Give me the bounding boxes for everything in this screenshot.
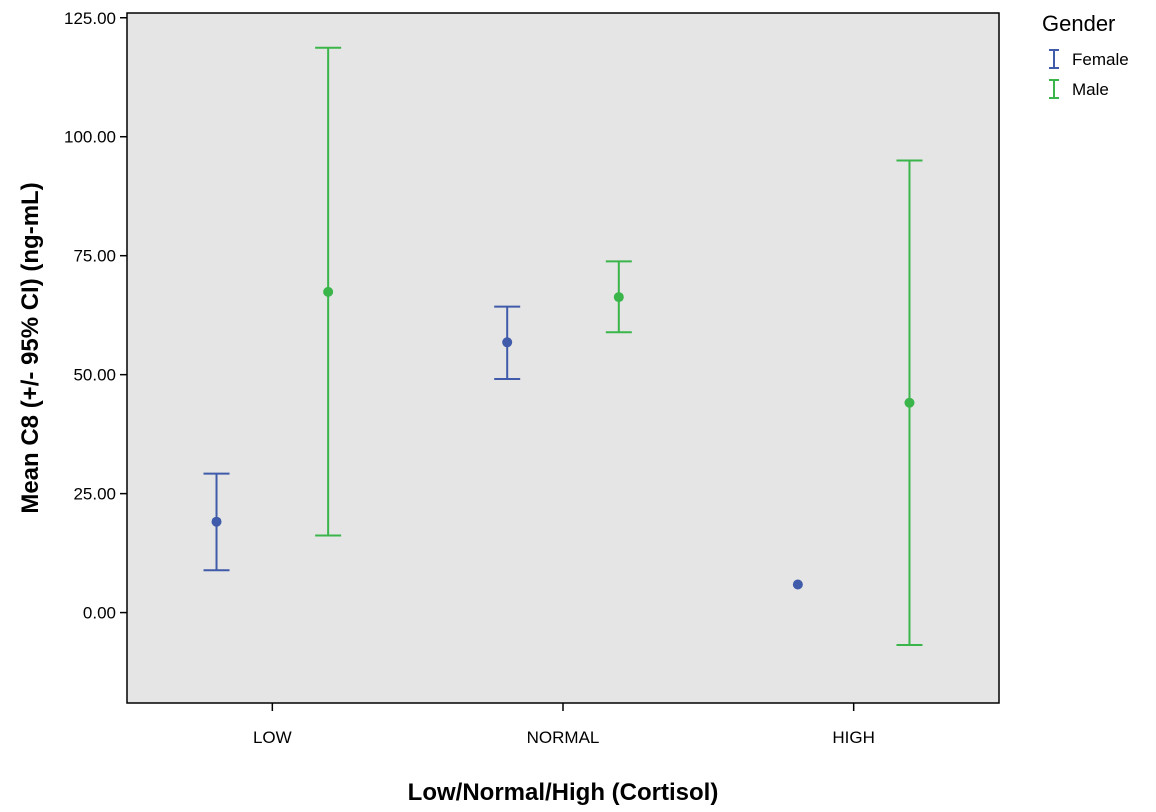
y-tick-label: 0.00 <box>83 604 116 623</box>
mean-point <box>212 517 222 527</box>
x-tick-label: HIGH <box>832 728 875 747</box>
x-tick-label: LOW <box>253 728 292 747</box>
legend: Gender Female Male <box>1042 11 1129 99</box>
x-axis: LOW NORMAL HIGH <box>253 703 875 747</box>
y-axis: 0.00 25.00 50.00 75.00 100.00 125.00 <box>64 9 127 623</box>
legend-label: Male <box>1072 80 1109 99</box>
x-axis-title: Low/Normal/High (Cortisol) <box>408 779 719 806</box>
mean-point <box>502 337 512 347</box>
y-tick-label: 100.00 <box>64 128 116 147</box>
y-tick-label: 50.00 <box>73 366 116 385</box>
y-axis-title: Mean C8 (+/- 95% CI) (ng-mL) <box>17 182 44 513</box>
mean-point <box>904 398 914 408</box>
plot-area <box>127 13 999 703</box>
y-tick-label: 25.00 <box>73 485 116 504</box>
legend-title: Gender <box>1042 11 1115 36</box>
x-tick-label: NORMAL <box>527 728 600 747</box>
legend-item-female: Female <box>1049 50 1129 69</box>
mean-point <box>793 580 803 590</box>
legend-label: Female <box>1072 50 1129 69</box>
mean-point <box>323 287 333 297</box>
y-tick-label: 125.00 <box>64 9 116 28</box>
mean-point <box>614 292 624 302</box>
legend-item-male: Male <box>1049 80 1109 99</box>
y-tick-label: 75.00 <box>73 247 116 266</box>
